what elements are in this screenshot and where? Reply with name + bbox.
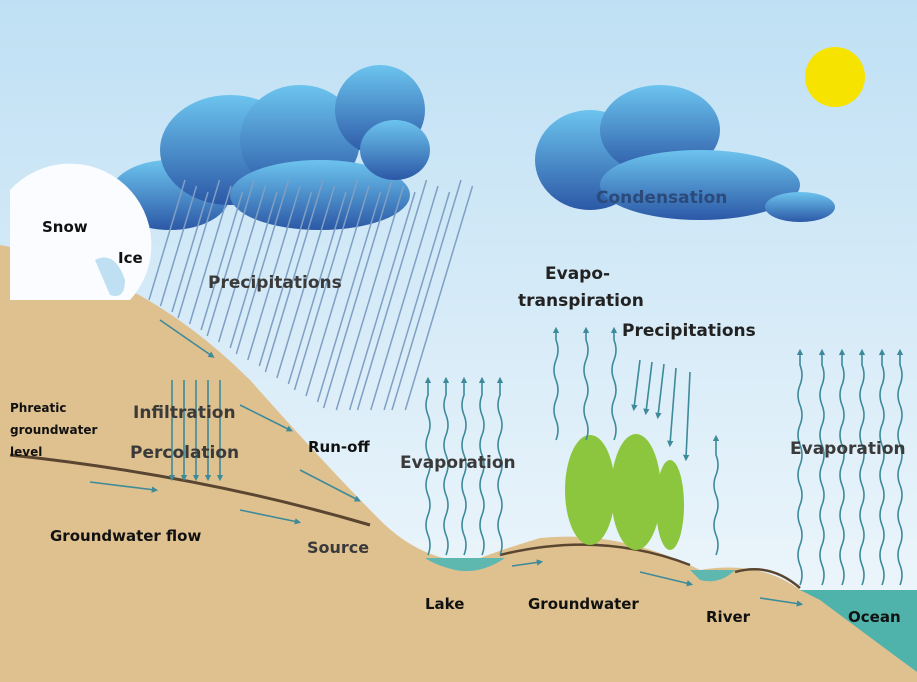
arrow	[239, 509, 302, 525]
arrow	[511, 559, 544, 567]
ice	[95, 257, 125, 296]
label: Infiltration	[133, 403, 236, 423]
arrow	[582, 326, 590, 441]
label: Groundwater flow	[50, 527, 201, 545]
arrow	[759, 597, 804, 607]
rain-streak	[348, 191, 416, 411]
label: Condensation	[596, 188, 727, 208]
rain	[148, 179, 474, 411]
arrow	[878, 348, 886, 586]
arrow	[712, 434, 720, 556]
arrow	[838, 348, 846, 586]
arrow	[460, 376, 468, 556]
label: Precipitations	[208, 273, 342, 293]
arrow	[858, 348, 866, 586]
label: Evaporation	[400, 453, 516, 473]
arrow	[667, 367, 677, 448]
arrow	[552, 326, 560, 441]
rain-streak	[200, 191, 244, 331]
trees	[565, 434, 684, 550]
label: Ocean	[848, 608, 901, 626]
rain-streak	[258, 191, 313, 367]
rain-streak	[247, 185, 301, 361]
arrow	[682, 371, 691, 462]
arrow	[655, 363, 665, 420]
arrow	[478, 376, 486, 556]
arrow	[299, 469, 361, 502]
label: Lake	[425, 595, 464, 613]
rain-streak	[383, 191, 451, 411]
rain-streak	[206, 179, 255, 337]
rain-streak	[171, 191, 209, 313]
rain-streak	[305, 185, 370, 397]
label: Percolation	[130, 443, 239, 463]
cloud-right	[535, 85, 835, 222]
label: Snow	[42, 218, 88, 236]
water-table	[499, 543, 801, 589]
arrow	[496, 376, 504, 556]
ocean-water	[800, 590, 917, 672]
label: level	[10, 445, 42, 459]
sun	[805, 47, 865, 107]
label: Source	[307, 538, 369, 557]
lake-water	[425, 558, 505, 572]
rain-streak	[316, 191, 382, 403]
label: Run-off	[308, 438, 370, 456]
label: Groundwater	[528, 595, 639, 613]
cloud-left	[110, 65, 430, 230]
rain-streak	[391, 179, 462, 411]
arrow	[639, 571, 694, 587]
arrow	[239, 404, 293, 432]
label: Ice	[118, 249, 143, 267]
label: Precipitations	[622, 321, 756, 341]
rain-streak	[370, 185, 439, 411]
rain-streak	[404, 185, 474, 411]
river-water	[690, 570, 735, 582]
rain-streak	[276, 185, 336, 379]
label: Evapo-	[545, 264, 610, 284]
land	[0, 245, 917, 682]
rain-streak	[322, 179, 393, 409]
water-table	[9, 453, 371, 527]
arrow	[643, 361, 653, 416]
rain-streak	[188, 185, 232, 325]
rain-streak	[177, 179, 221, 319]
rain-streak	[264, 179, 324, 373]
rain-streak	[356, 179, 428, 411]
rain-streak	[229, 191, 278, 349]
rain-streak	[217, 185, 267, 343]
arrow	[89, 481, 159, 493]
label: River	[706, 608, 751, 626]
arrows	[89, 319, 904, 607]
arrow	[631, 359, 641, 412]
arrow	[796, 348, 804, 586]
label: Evaporation	[790, 439, 906, 459]
arrow	[818, 348, 826, 586]
label: transpiration	[518, 291, 644, 311]
label: Phreatic	[10, 401, 66, 415]
rain-streak	[287, 191, 347, 385]
arrow	[896, 348, 904, 586]
rain-streak	[293, 179, 359, 391]
arrow	[610, 326, 618, 441]
arrow	[159, 319, 215, 358]
arrow	[424, 376, 432, 556]
rain-streak	[148, 179, 186, 301]
arrow	[442, 376, 450, 556]
label: groundwater	[10, 423, 97, 437]
rain-streak	[235, 179, 290, 355]
rain-streak	[335, 185, 405, 411]
rain-streak	[159, 185, 198, 307]
